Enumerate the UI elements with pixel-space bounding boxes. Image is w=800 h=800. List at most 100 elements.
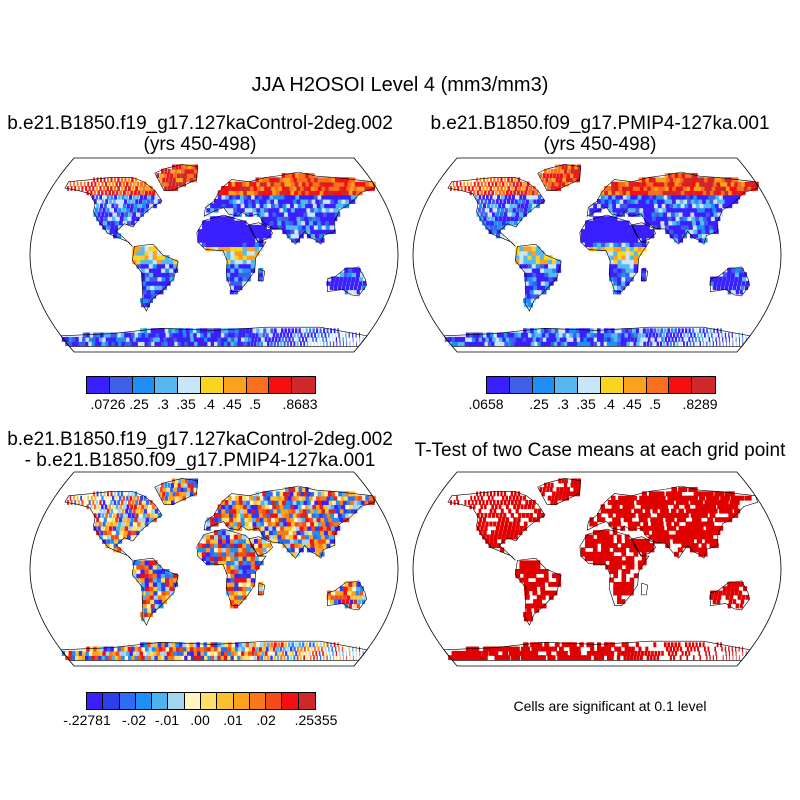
colorbar-label: .5 xyxy=(249,396,261,412)
colorbar-box xyxy=(178,377,201,393)
colorbar-label: .00 xyxy=(190,712,210,728)
colorbar-label: .35 xyxy=(176,396,196,412)
colorbar-box xyxy=(135,693,153,709)
figure-title: JJA H2OSOI Level 4 (mm3/mm3) xyxy=(251,74,549,96)
colorbar-label: .5 xyxy=(649,396,661,412)
colorbar-label: .25355 xyxy=(294,712,338,728)
colorbar-box xyxy=(487,377,510,393)
colorbar-box xyxy=(168,693,185,709)
colorbar-box xyxy=(292,377,315,393)
map-outline xyxy=(29,471,399,667)
colorbar-box xyxy=(298,693,315,709)
colorbar-label: .8289 xyxy=(682,396,718,412)
colorbar-pmip4-labels: .0658 .25 .3 .35 .4 .45 .5 .8289 xyxy=(0,396,800,414)
colorbar-label: .25 xyxy=(529,396,549,412)
colorbar-box xyxy=(266,693,283,709)
coastline-europeasia xyxy=(586,171,759,245)
colorbar-box xyxy=(246,377,270,393)
colorbar-box xyxy=(269,377,293,393)
colorbar-box xyxy=(200,693,218,709)
map-outline xyxy=(29,157,399,353)
colorbar-box xyxy=(532,377,556,393)
map-outline xyxy=(412,471,782,667)
colorbar-control-labels: .0726.25 .3 .35 .4 .45 .5 .8683 xyxy=(0,396,400,414)
colorbar-label: .3 xyxy=(557,396,569,412)
coastline-madagascar xyxy=(640,268,649,282)
coastline-madagascar xyxy=(257,582,266,596)
coastline-greenland xyxy=(537,478,581,505)
colorbar-label: .0658 xyxy=(468,396,504,412)
coastline-greenland xyxy=(537,164,581,191)
panel4-title: T-Test of two Case means at each grid po… xyxy=(400,440,800,461)
coastline-madagascar xyxy=(257,268,266,282)
coastline-antarctica xyxy=(60,640,368,661)
colorbar-label: -.02 xyxy=(121,712,147,728)
panel1-title: b.e21.B1850.f19_g17.127kaControl-2deg.00… xyxy=(0,113,400,155)
coastline-namerica xyxy=(64,491,163,561)
coastline-africa xyxy=(579,214,650,292)
colorbar-box xyxy=(692,377,715,393)
colorbar-box xyxy=(623,377,647,393)
colorbar-box xyxy=(87,377,110,393)
coastline-africa xyxy=(196,528,267,606)
coastline-australia xyxy=(710,266,750,297)
panel1-title-line1: b.e21.B1850.f19_g17.127kaControl-2deg.00… xyxy=(7,113,393,134)
panel3-title: b.e21.B1850.f19_g17.127kaControl-2deg.00… xyxy=(0,429,400,471)
panel3-title-line1: b.e21.B1850.f19_g17.127kaControl-2deg.00… xyxy=(7,429,393,450)
coastline-antarctica xyxy=(60,326,368,347)
coastline-namerica xyxy=(447,491,546,561)
colorbar-box xyxy=(184,693,201,709)
coastline-arabia xyxy=(631,536,656,557)
colorbar-label: .4 xyxy=(603,396,615,412)
map-panel-ttest xyxy=(412,471,782,667)
panel2-title: b.e21.B1850.f09_g17.PMIP4-127ka.001 (yrs… xyxy=(400,113,800,155)
coastline-australia xyxy=(327,266,367,297)
coastline-greenland xyxy=(154,164,198,191)
colorbar-box xyxy=(600,377,624,393)
colorbar-box xyxy=(646,377,670,393)
significance-note: Cells are significant at 0.1 level xyxy=(513,698,707,714)
coastline-samerica xyxy=(514,557,562,626)
coastline-antarctica xyxy=(443,640,751,661)
colorbar-label: .8683 xyxy=(282,396,318,412)
colorbar-box xyxy=(103,693,120,709)
colorbar-label: .35 xyxy=(576,396,596,412)
map-panel-control xyxy=(29,157,399,353)
colorbar-box xyxy=(669,377,693,393)
panel4-title-line1: T-Test of two Case means at each grid po… xyxy=(414,440,786,461)
colorbar-box xyxy=(87,693,104,709)
colorbar-box xyxy=(217,693,234,709)
colorbar-box xyxy=(233,693,250,709)
panel1-title-line2: (yrs 450-498) xyxy=(143,134,257,155)
coastline-arabia xyxy=(631,222,656,243)
map-panel-difference xyxy=(29,471,399,667)
coastline-africa xyxy=(196,214,267,292)
coastline-samerica xyxy=(131,243,179,312)
coastline-europeasia xyxy=(203,485,376,559)
colorbar-control xyxy=(86,376,316,394)
coastline-namerica xyxy=(447,177,546,247)
coastline-greenland xyxy=(154,478,198,505)
colorbar-difference xyxy=(86,692,316,710)
coastline-samerica xyxy=(514,243,562,312)
colorbar-box xyxy=(282,693,299,709)
colorbar-label: .25 xyxy=(129,396,149,412)
panel2-title-line2: (yrs 450-498) xyxy=(543,134,657,155)
map-panel-pmip4 xyxy=(412,157,782,353)
colorbar-box xyxy=(119,693,136,709)
colorbar-box xyxy=(578,377,601,393)
panel3-title-line2: - b.e21.B1850.f09_g17.PMIP4-127ka.001 xyxy=(24,450,376,471)
colorbar-label: .0726 xyxy=(90,396,126,412)
colorbar-box xyxy=(509,377,533,393)
colorbar-difference-labels: -.22781 -.02 -.01 .00 .01 .02 .25355 xyxy=(0,712,400,730)
colorbar-box xyxy=(132,377,156,393)
coastline-australia xyxy=(710,580,750,611)
colorbar-label: -.01 xyxy=(154,712,180,728)
coastline-samerica xyxy=(131,557,179,626)
colorbar-box xyxy=(555,377,579,393)
coastline-arabia xyxy=(248,222,273,243)
colorbar-label: .01 xyxy=(223,712,243,728)
map-outline xyxy=(412,157,782,353)
colorbar-label: .45 xyxy=(622,396,642,412)
panel2-title-line1: b.e21.B1850.f09_g17.PMIP4-127ka.001 xyxy=(430,113,770,134)
